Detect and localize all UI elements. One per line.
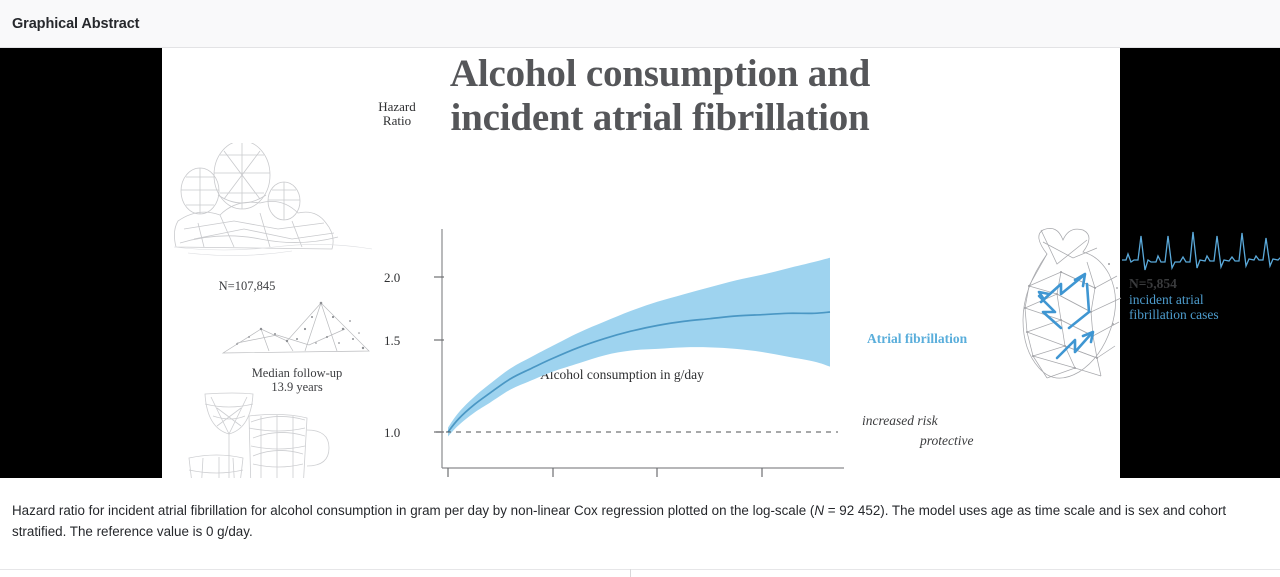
protective-label: protective	[920, 433, 974, 448]
increased-risk-label: increased risk	[862, 413, 938, 428]
incident-cases-label: N=5,854 incident atrial fibrillation cas…	[1129, 276, 1279, 323]
drinks-wireframe-icon	[187, 388, 337, 478]
caption-n-italic: N	[814, 503, 825, 518]
figure-title: Alcohol consumption and incident atrial …	[390, 52, 930, 140]
followup-wireframe-icon	[217, 293, 377, 368]
footer-divider	[0, 569, 1280, 577]
heart-wireframe-icon	[1017, 228, 1132, 393]
caption-part-2: = 92 452). The model uses age as time sc…	[12, 503, 1227, 539]
figure-title-line-1: Alcohol consumption and	[449, 52, 871, 95]
y-axis-title: Hazard Ratio	[378, 99, 416, 128]
incident-cases-count: N=5,854	[1129, 276, 1177, 291]
ecg-trace-icon	[1122, 218, 1280, 278]
caption-part-1: Hazard ratio for incident atrial fibrill…	[12, 503, 815, 518]
median-followup-label: Median follow-up 13.9 years	[222, 366, 372, 394]
x-axis-ticks	[447, 468, 763, 477]
figure-title-line-2: incident atrial fibrillation	[450, 96, 870, 139]
incident-cases-line-3: fibrillation cases	[1129, 307, 1219, 322]
left-illustration-column: N=107,845	[162, 143, 390, 478]
right-illustration-column: N=5,854 incident atrial fibrillation cas…	[1017, 218, 1280, 448]
y-tick-label-2: 2.0	[384, 270, 401, 285]
graphical-abstract-header: Graphical Abstract	[0, 0, 1280, 48]
curve-annotation-label: Atrial fibrillation	[867, 331, 968, 346]
confidence-interval-band	[448, 257, 830, 437]
y-tick-label-0: 1.0	[384, 425, 401, 440]
page-title: Graphical Abstract	[12, 15, 140, 32]
x-axis-title: Alcohol consumption in g/day	[540, 367, 704, 382]
y-tick-label-1: 1.5	[384, 333, 401, 348]
median-followup-line-1: Median follow-up	[251, 366, 343, 380]
incident-cases-line-2: incident atrial	[1129, 291, 1204, 307]
participants-count-label: N=107,845	[218, 279, 276, 293]
figure-caption: Hazard ratio for incident atrial fibrill…	[0, 478, 1280, 542]
hazard-ratio-plot	[434, 229, 844, 477]
figure-letterbox-stage: Alcohol consumption and incident atrial …	[0, 48, 1280, 478]
graphical-abstract-figure: Alcohol consumption and incident atrial …	[162, 48, 1280, 478]
fibrillation-arrows	[1037, 272, 1095, 360]
hazard-ratio-curve	[447, 311, 831, 433]
median-followup-line-2: 13.9 years	[271, 380, 323, 394]
people-wireframe-icon	[174, 143, 374, 283]
